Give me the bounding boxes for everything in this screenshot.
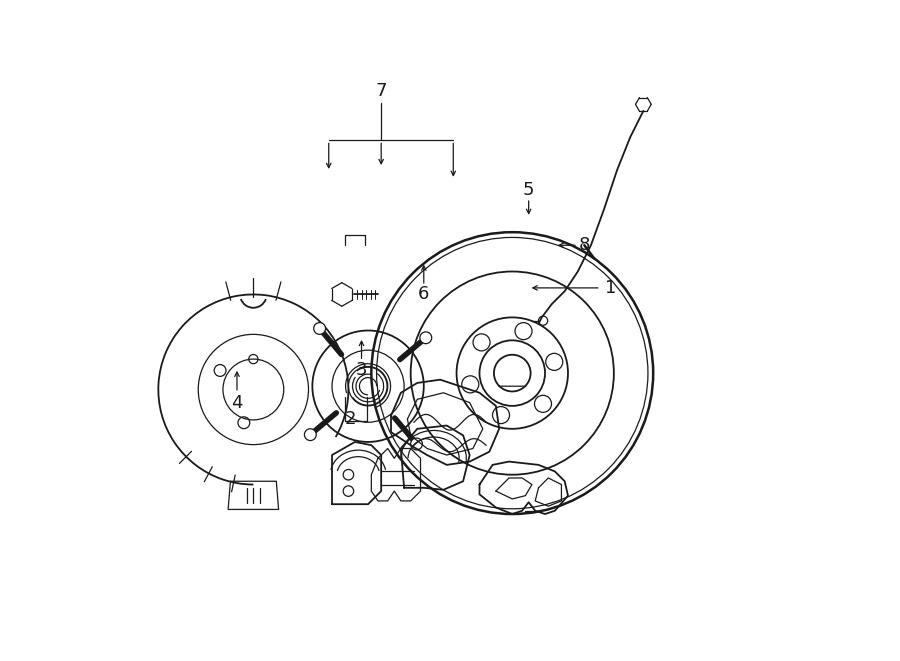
Circle shape — [420, 332, 432, 344]
Text: 8: 8 — [579, 236, 590, 254]
Circle shape — [314, 323, 326, 334]
Circle shape — [538, 316, 548, 325]
Text: 4: 4 — [231, 393, 243, 412]
Text: 6: 6 — [418, 286, 429, 303]
Text: 3: 3 — [356, 361, 367, 379]
Text: 7: 7 — [375, 82, 387, 100]
Text: 2: 2 — [345, 410, 356, 428]
Text: 1: 1 — [605, 279, 617, 297]
Circle shape — [304, 429, 316, 441]
Circle shape — [410, 438, 422, 450]
Text: 5: 5 — [523, 180, 535, 198]
